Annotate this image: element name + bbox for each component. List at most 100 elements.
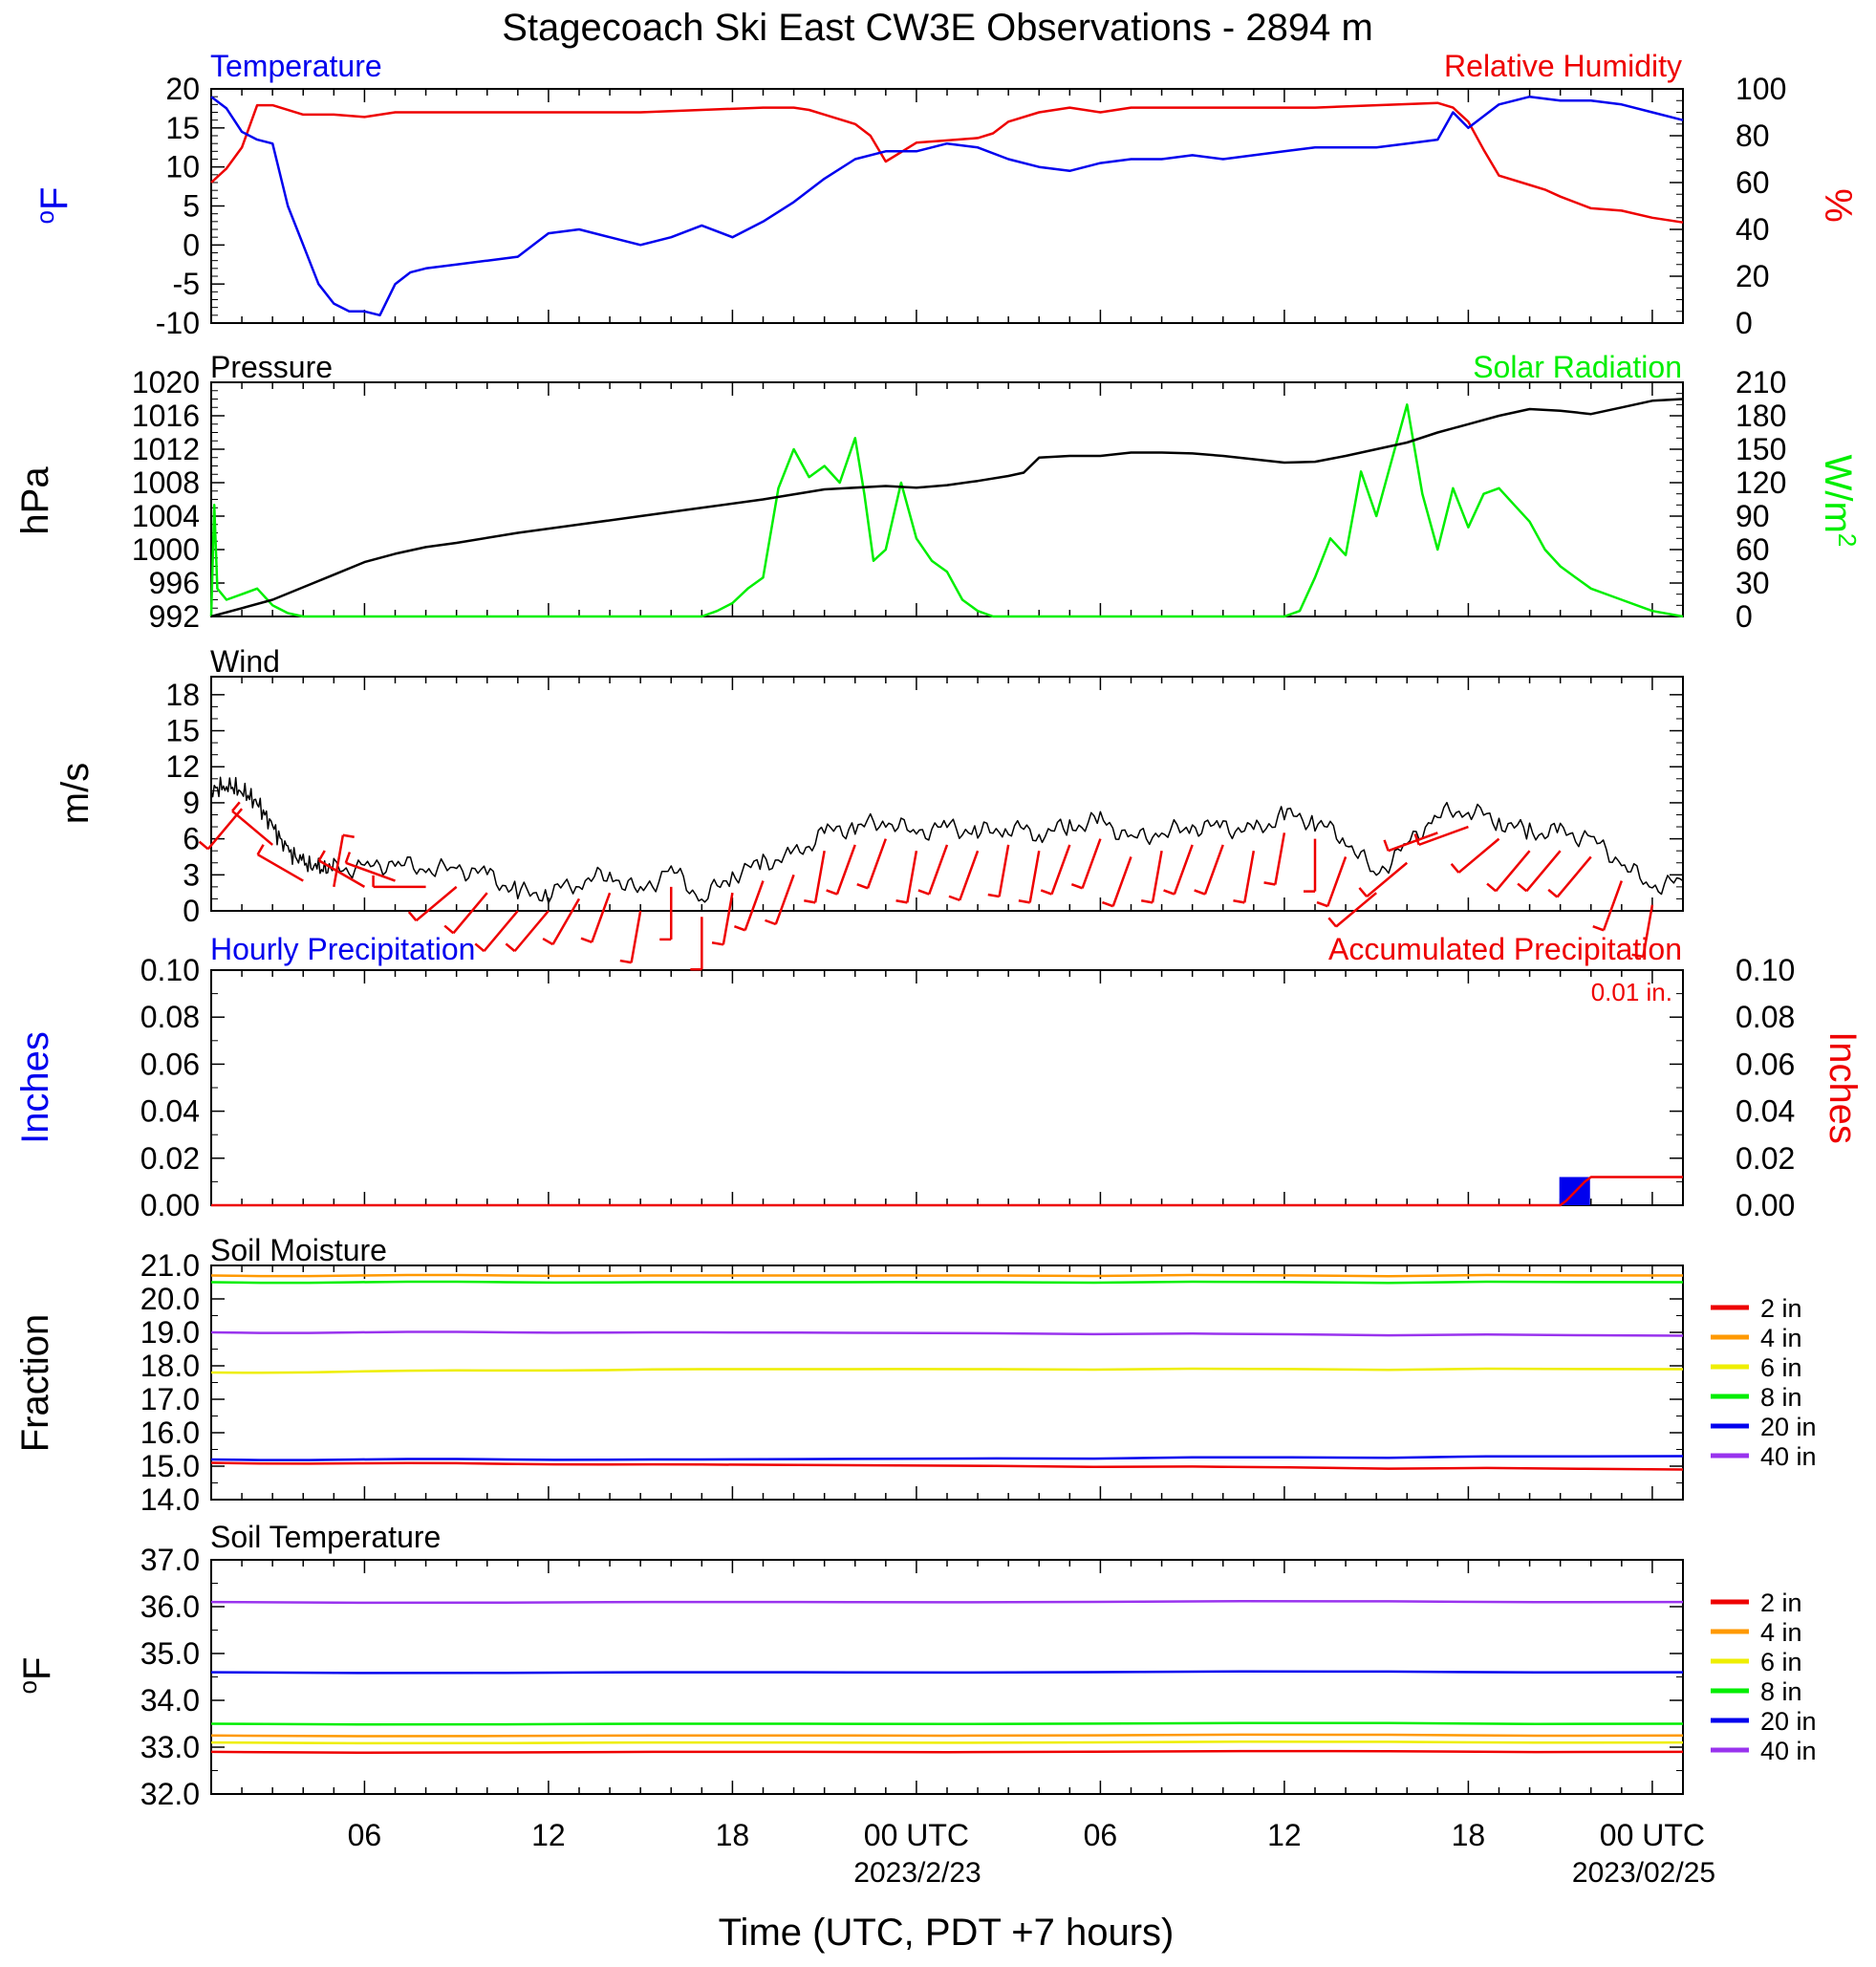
wind-barb xyxy=(1111,856,1132,907)
wind-barb-flag xyxy=(1547,888,1559,898)
y-tick-label: 60 xyxy=(1736,532,1770,567)
wind-barb xyxy=(415,885,458,922)
wind-barb-flag xyxy=(733,924,746,932)
y-tick-label: 37.0 xyxy=(140,1543,200,1577)
wind-barb-flag xyxy=(1233,899,1245,904)
wind-barb-flag xyxy=(1383,839,1390,852)
y-tick-label: 0.06 xyxy=(1736,1047,1795,1081)
y-tick-label: 36.0 xyxy=(140,1589,200,1624)
wind-barb xyxy=(906,850,918,903)
wind-barb xyxy=(1203,844,1224,896)
soil-moisture-unit-label: Fraction xyxy=(14,1314,56,1453)
wind-barb-flag xyxy=(1517,882,1528,893)
y-tick-label: 60 xyxy=(1736,165,1770,200)
solar-radiation-line xyxy=(209,403,1684,618)
y-tick-label: 35.0 xyxy=(140,1636,200,1671)
pressure-unit-label: hPa xyxy=(14,466,56,535)
y-tick-label: 14.0 xyxy=(140,1482,200,1517)
wind-barb xyxy=(630,910,642,963)
y-tick-label: 20.0 xyxy=(140,1282,200,1316)
legend-label: 20 in xyxy=(1760,1413,1817,1441)
legend-label: 4 in xyxy=(1760,1618,1802,1647)
y-tick-label: 0 xyxy=(1736,306,1753,340)
wind-unit-label: m/s xyxy=(54,763,97,824)
y-tick-label: 0.10 xyxy=(140,953,200,987)
wind-barb xyxy=(256,854,304,882)
y-tick-label: 5 xyxy=(183,189,200,224)
wind-barb xyxy=(1326,856,1348,907)
y-tick-label: 0.02 xyxy=(140,1141,200,1176)
wind-barb-flag xyxy=(1413,833,1420,846)
wind-barb-flag xyxy=(580,937,593,944)
legend-label: 8 in xyxy=(1760,1677,1802,1706)
wind-barb-flag xyxy=(474,942,485,953)
wind-speed-line xyxy=(210,776,1684,904)
wind-barb xyxy=(866,838,888,889)
y-tick-label: 1012 xyxy=(132,432,200,466)
wind-barb-flag xyxy=(1040,889,1052,896)
wind-barb-flag xyxy=(317,850,326,861)
wind-barb-flag xyxy=(505,942,516,953)
wind-barb-flag xyxy=(542,937,554,946)
hourly-precip-label: Hourly Precipitation xyxy=(210,932,475,966)
x-tick-label: 12 xyxy=(531,1818,566,1852)
wind-barb xyxy=(231,810,273,846)
wind-barb-flag xyxy=(619,959,632,964)
wind-barb-flag xyxy=(407,911,418,922)
y-tick-label: -5 xyxy=(173,267,200,301)
soil-line-4in xyxy=(210,1733,1684,1738)
wind-barb xyxy=(318,859,366,888)
y-tick-label: 15.0 xyxy=(140,1449,200,1483)
y-tick-label: 1004 xyxy=(132,499,200,533)
wind-barb xyxy=(1028,850,1041,903)
wind-barb xyxy=(1495,850,1531,893)
legend-label: 20 in xyxy=(1760,1707,1817,1736)
soil-line-6in xyxy=(210,1740,1684,1745)
y-tick-label: 1000 xyxy=(132,532,200,567)
wind-barb xyxy=(1602,880,1624,931)
legend-label: 8 in xyxy=(1760,1383,1802,1412)
x-tick-label: 18 xyxy=(1452,1818,1486,1852)
y-tick-label: 15 xyxy=(165,714,200,748)
plot-frame-0 xyxy=(210,88,1684,324)
wind-barb-flag xyxy=(231,801,241,812)
wind-barb-flag xyxy=(1592,924,1605,932)
y-tick-label: 90 xyxy=(1736,499,1770,533)
plot-frame-3 xyxy=(210,969,1684,1206)
wind-barb-flag xyxy=(804,899,816,904)
y-tick-label: 0.06 xyxy=(140,1047,200,1081)
legend-label: 4 in xyxy=(1760,1324,1802,1352)
wind-barb xyxy=(1050,844,1071,896)
precip-right-unit-label: Inches xyxy=(1822,1031,1864,1144)
wind-barb-flag xyxy=(443,924,455,935)
wind-barb-flag xyxy=(344,852,352,864)
y-tick-label: 100 xyxy=(1736,72,1786,106)
y-tick-label: 0.00 xyxy=(1736,1188,1795,1222)
wind-barb-flag xyxy=(856,883,869,890)
soil-line-8in xyxy=(210,1721,1684,1726)
legend-label: 6 in xyxy=(1760,1648,1802,1676)
wind-barb xyxy=(333,834,345,888)
precip-left-unit-label: Inches xyxy=(14,1031,56,1144)
legend-label: 2 in xyxy=(1760,1589,1802,1617)
wind-barb xyxy=(1556,855,1592,898)
y-tick-label: 18 xyxy=(165,678,200,712)
wind-barb-flag xyxy=(987,893,1000,898)
wind-barb-flag xyxy=(1358,887,1369,897)
wind-barb xyxy=(1457,837,1500,874)
wind-barb xyxy=(591,892,612,943)
y-tick-label: 0.04 xyxy=(1736,1094,1795,1129)
y-tick-label: 0.10 xyxy=(1736,953,1795,987)
plot-frame-2 xyxy=(210,676,1684,912)
wind-barb xyxy=(1243,850,1256,903)
wind-barb xyxy=(1151,850,1163,903)
soil-line-4in xyxy=(210,1273,1684,1278)
soil-line-6in xyxy=(210,1367,1684,1374)
y-tick-label: 0.02 xyxy=(1736,1141,1795,1176)
solar-unit-label: W/m2 xyxy=(1817,455,1862,548)
y-tick-label: 0 xyxy=(1736,599,1753,634)
date-label-1: 2023/2/23 xyxy=(853,1857,981,1889)
x-tick-label: 18 xyxy=(716,1818,750,1852)
accum-total-label: 0.01 in. xyxy=(1591,978,1672,1006)
wind-barb xyxy=(1388,832,1438,853)
